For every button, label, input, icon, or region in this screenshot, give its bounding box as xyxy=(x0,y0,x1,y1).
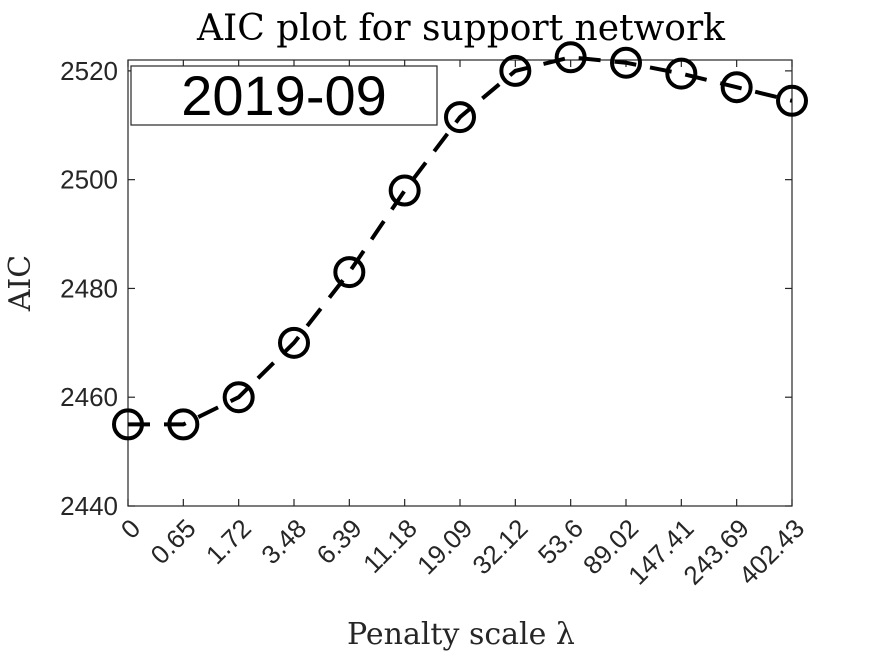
data-point-marker xyxy=(388,174,421,207)
plot-area xyxy=(127,59,793,507)
date-annotation: 2019-09 xyxy=(130,64,438,127)
y-tick-label: 2480 xyxy=(60,273,118,303)
x-tick-label: 1.72 xyxy=(200,513,257,570)
data-point-marker xyxy=(665,57,698,90)
data-point-marker xyxy=(278,326,310,359)
data-point-marker xyxy=(720,71,753,104)
x-tick-label: 0 xyxy=(115,513,146,544)
y-tick-label: 2460 xyxy=(60,382,118,412)
x-tick-label: 3.48 xyxy=(255,513,312,570)
data-point-marker xyxy=(333,256,366,289)
x-tick-label: 32.12 xyxy=(466,513,533,580)
data-point-marker xyxy=(776,84,808,117)
data-point-marker xyxy=(610,46,642,79)
y-tick-label: 2500 xyxy=(60,165,118,195)
x-tick-label: 6.39 xyxy=(311,513,368,570)
chart-title: AIC plot for support network xyxy=(196,8,726,49)
y-tick-label: 2520 xyxy=(60,56,118,86)
y-axis-label: AIC xyxy=(3,255,38,312)
x-tick-label: 0.65 xyxy=(145,513,202,570)
data-point-marker xyxy=(499,54,532,87)
annotation-text: 2019-09 xyxy=(181,64,387,127)
data-point-marker xyxy=(444,101,476,134)
data-point-marker xyxy=(554,41,587,74)
y-axis: 2440 2460 2480 2500 2520 xyxy=(60,56,792,521)
annotation-box xyxy=(130,65,438,126)
y-tick-label: 2440 xyxy=(60,491,118,521)
series-line xyxy=(128,55,793,427)
data-point-marker xyxy=(222,381,255,414)
series-markers xyxy=(112,41,808,441)
data-point-marker xyxy=(112,408,144,441)
data-point-marker xyxy=(167,408,200,441)
x-axis-label: Penalty scale λ xyxy=(347,617,575,652)
x-tick-label: 19.09 xyxy=(411,513,478,580)
x-tick-label: 11.18 xyxy=(357,513,423,579)
